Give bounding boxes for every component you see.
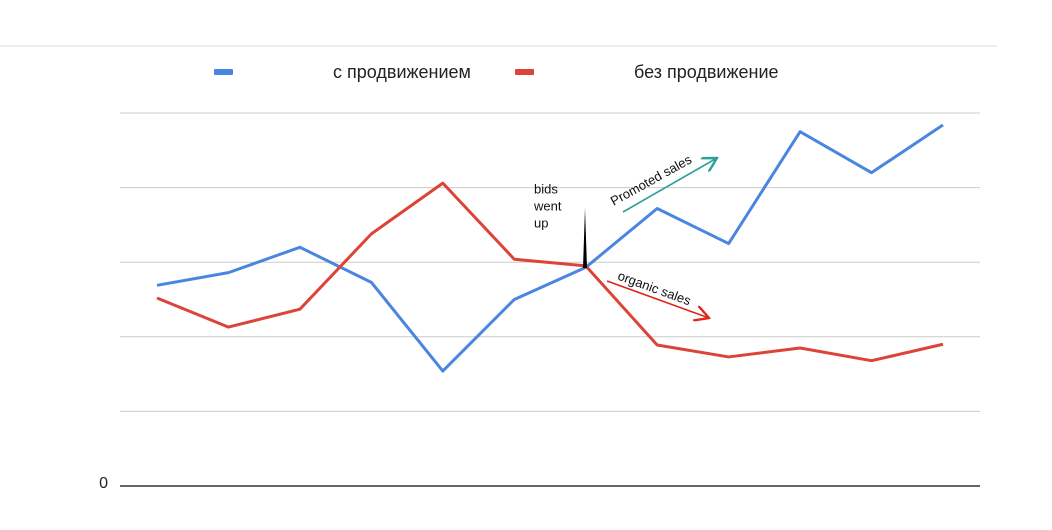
annotation-text: up xyxy=(534,215,548,230)
annotation-arrow xyxy=(606,280,709,318)
legend-swatch xyxy=(214,69,233,75)
annotation-text: went xyxy=(533,198,562,213)
annotation-pointer xyxy=(583,208,587,268)
legend-label: без продвижение xyxy=(634,62,779,82)
annotation-text: Promoted sales xyxy=(608,151,695,208)
series-line xyxy=(156,123,944,373)
annotation-text: bids xyxy=(534,181,558,196)
series-line xyxy=(156,181,944,363)
y-tick-label: 0 xyxy=(99,475,108,492)
legend-label: с продвижением xyxy=(333,62,471,82)
annotation-arrow xyxy=(622,158,717,213)
legend-swatch xyxy=(515,69,534,75)
